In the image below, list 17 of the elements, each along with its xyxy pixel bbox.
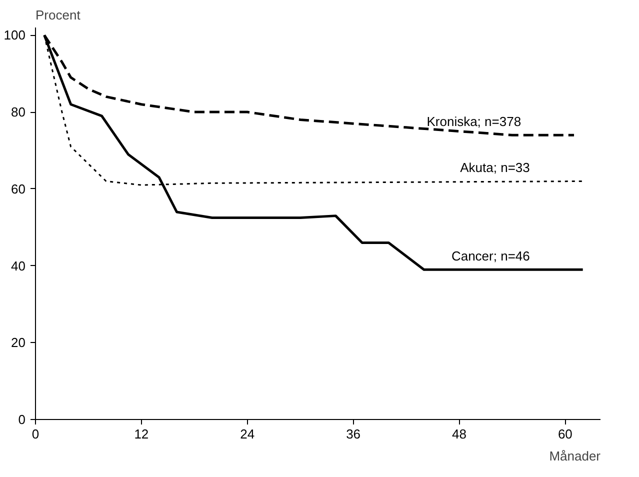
- series-label: Kroniska; n=378: [426, 114, 522, 130]
- y-tick-label: 20: [11, 335, 26, 350]
- x-tick-label: 12: [134, 426, 149, 442]
- y-tick-label: 40: [11, 258, 26, 274]
- series-label: Akuta; n=33: [460, 160, 530, 176]
- x-tick-label: 0: [32, 426, 40, 442]
- x-tick-label: 24: [240, 426, 255, 442]
- y-tick-label: 80: [11, 104, 26, 120]
- x-tick-label: 36: [346, 426, 361, 442]
- x-tick-label: 48: [452, 426, 466, 442]
- y-tick-label: 60: [11, 181, 26, 196]
- x-axis-title: Månader: [549, 448, 602, 464]
- y-tick-label: 0: [18, 412, 26, 427]
- series-label: Cancer; n=46: [451, 248, 530, 264]
- x-tick-label: 60: [558, 426, 572, 442]
- y-axis-title: Procent: [36, 8, 81, 22]
- y-tick-label: 100: [4, 28, 26, 43]
